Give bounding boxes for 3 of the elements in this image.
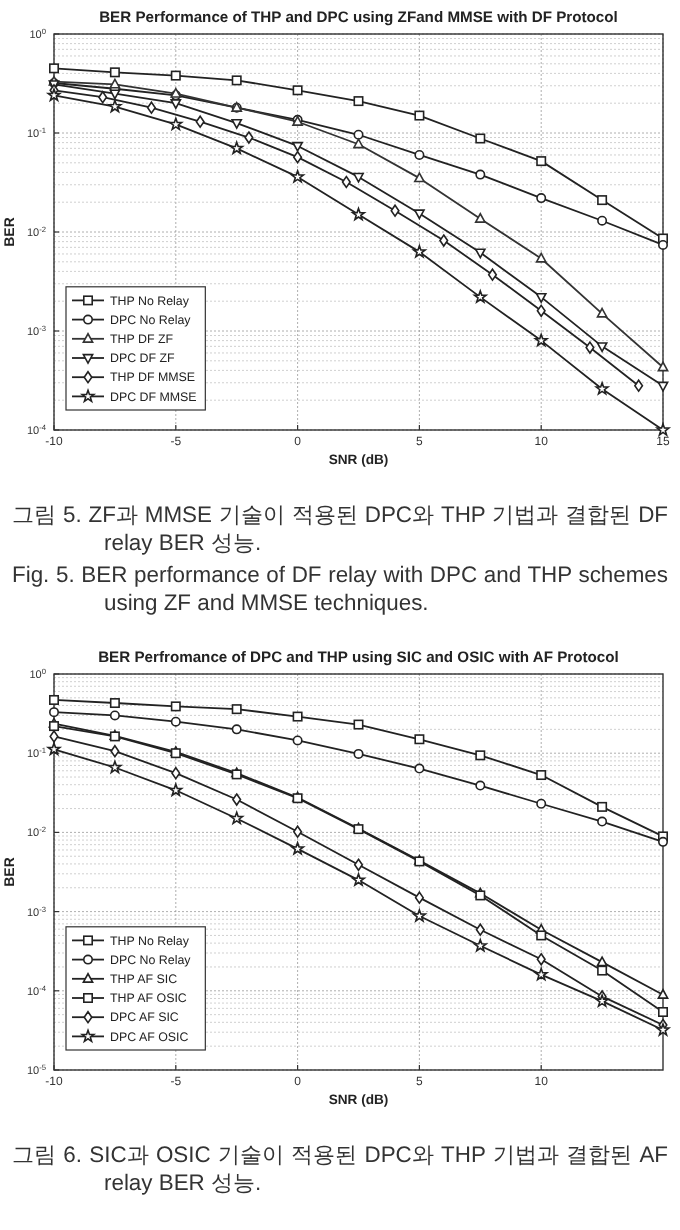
caption: 그림 6. SIC과 OSIC 기술이 적용된 DPC와 THP 기법과 결합된 AF relay BER 성능.	[12, 1142, 668, 1198]
caption: Fig. 5. BER performance of DF relay with DPC and THP schemes using ZF and MMSE techniques.	[12, 562, 668, 618]
caption: 그림 5. ZF과 MMSE 기술이 적용된 DPC와 THP 기법과 결합된 DF relay BER 성능.	[12, 502, 668, 558]
